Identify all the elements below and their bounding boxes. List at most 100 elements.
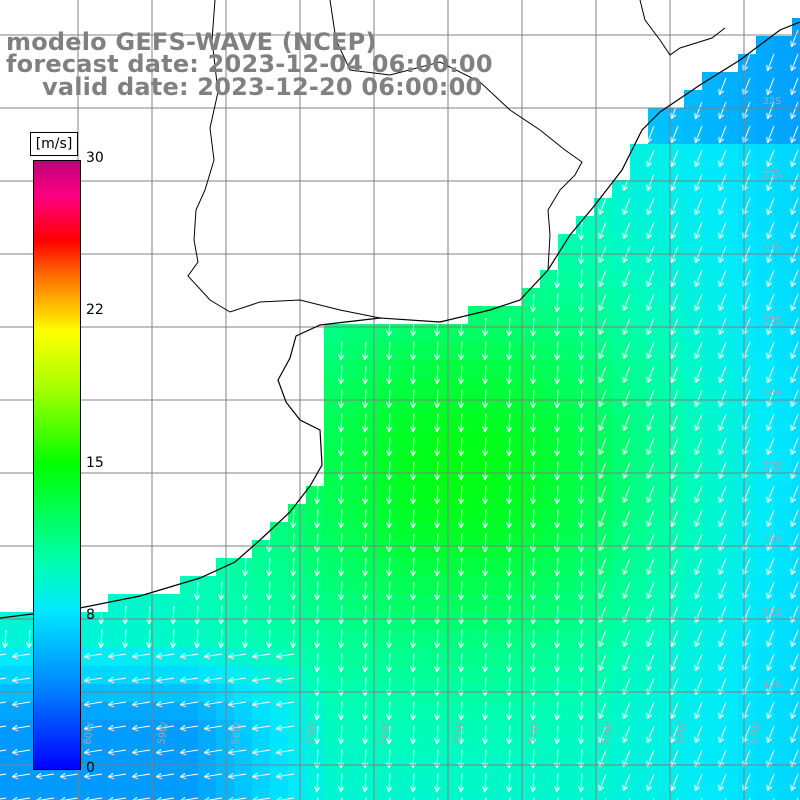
wind-arrow xyxy=(458,557,465,577)
wind-cell xyxy=(270,540,288,558)
wind-cell xyxy=(144,702,162,720)
wind-cell xyxy=(594,702,612,720)
wind-cell xyxy=(234,576,252,594)
wind-arrow xyxy=(458,653,465,673)
wind-arrow xyxy=(386,437,393,457)
wind-cell xyxy=(738,90,756,108)
wind-cell xyxy=(486,432,504,450)
wind-arrow xyxy=(530,389,537,409)
wind-cell xyxy=(216,720,234,738)
wind-arrow xyxy=(275,652,295,660)
wind-cell xyxy=(594,270,612,288)
wind-arrow xyxy=(482,461,489,481)
wind-cell xyxy=(702,378,720,396)
wind-arrow xyxy=(694,341,703,360)
wind-cell xyxy=(666,360,684,378)
wind-cell xyxy=(486,648,504,666)
wind-cell xyxy=(198,576,216,594)
wind-arrow xyxy=(410,725,417,745)
wind-arrow xyxy=(131,748,151,756)
wind-cell xyxy=(504,432,522,450)
wind-cell xyxy=(486,504,504,522)
wind-cell xyxy=(774,450,792,468)
wind-cell xyxy=(666,774,684,792)
wind-arrow xyxy=(251,676,271,684)
wind-cell xyxy=(576,252,594,270)
wind-cell xyxy=(342,558,360,576)
wind-cell xyxy=(612,720,630,738)
wind-cell xyxy=(360,342,378,360)
wind-arrow xyxy=(0,653,7,656)
wind-cell xyxy=(738,576,756,594)
wind-cell xyxy=(324,540,342,558)
wind-cell xyxy=(468,450,486,468)
wind-cell xyxy=(522,504,540,522)
latitude-label: 35S xyxy=(762,315,781,326)
wind-arrow xyxy=(458,773,465,793)
wind-cell xyxy=(378,324,396,342)
wind-cell xyxy=(738,540,756,558)
wind-cell xyxy=(252,648,270,666)
wind-cell xyxy=(756,90,774,108)
wind-cell xyxy=(738,378,756,396)
wind-cell xyxy=(684,378,702,396)
wind-cell xyxy=(774,108,792,126)
wind-arrow xyxy=(622,509,631,528)
wind-cell xyxy=(504,396,522,414)
wind-arrow xyxy=(203,724,223,732)
wind-cell xyxy=(594,630,612,648)
wind-cell xyxy=(684,576,702,594)
wind-arrow xyxy=(482,341,489,361)
wind-arrow xyxy=(155,724,175,732)
wind-arrow xyxy=(251,772,271,780)
wind-cell xyxy=(756,360,774,378)
wind-cell xyxy=(576,558,594,576)
wind-arrow xyxy=(718,77,727,96)
wind-arrow xyxy=(227,700,247,708)
wind-cell xyxy=(468,738,486,756)
wind-cell xyxy=(558,288,576,306)
wind-cell xyxy=(774,486,792,504)
wind-cell xyxy=(594,324,612,342)
wind-cell xyxy=(360,630,378,648)
wind-cell xyxy=(630,666,648,684)
wind-cell xyxy=(180,648,198,666)
wind-cell xyxy=(288,684,306,702)
wind-arrow xyxy=(766,341,775,360)
wind-arrow xyxy=(554,533,561,553)
wind-cell xyxy=(198,594,216,612)
wind-cell xyxy=(702,522,720,540)
longitude-labels: 60W 59W 58W 57W 56W 55W 54W 53W 52W 51W xyxy=(82,721,763,745)
wind-cell xyxy=(576,522,594,540)
wind-cell xyxy=(450,720,468,738)
wind-arrow xyxy=(718,389,727,408)
wind-cell xyxy=(360,540,378,558)
wind-arrow xyxy=(718,173,727,192)
wind-cell xyxy=(324,666,342,684)
wind-cell xyxy=(486,378,504,396)
wind-cell xyxy=(360,738,378,756)
wind-cell xyxy=(198,684,216,702)
wind-cell xyxy=(450,540,468,558)
wind-cell xyxy=(756,36,774,54)
wind-arrow xyxy=(35,772,55,780)
wind-cell xyxy=(576,288,594,306)
wind-cell xyxy=(468,522,486,540)
wind-arrow xyxy=(578,701,585,721)
wind-arrow xyxy=(290,533,297,553)
wind-cell xyxy=(522,306,540,324)
wind-cell xyxy=(414,540,432,558)
wind-cell xyxy=(774,234,792,252)
wind-arrow xyxy=(131,772,151,780)
valid-date: valid date: 2023-12-20 06:00:00 xyxy=(42,73,483,101)
wind-arrow xyxy=(275,772,295,780)
wind-cell xyxy=(684,126,702,144)
wind-arrow xyxy=(766,317,775,336)
wind-arrow xyxy=(718,317,727,336)
wind-cell xyxy=(594,306,612,324)
wind-cell xyxy=(468,360,486,378)
wind-cell xyxy=(504,486,522,504)
wind-cell xyxy=(396,612,414,630)
wind-arrow xyxy=(410,701,417,721)
wind-cell xyxy=(684,630,702,648)
